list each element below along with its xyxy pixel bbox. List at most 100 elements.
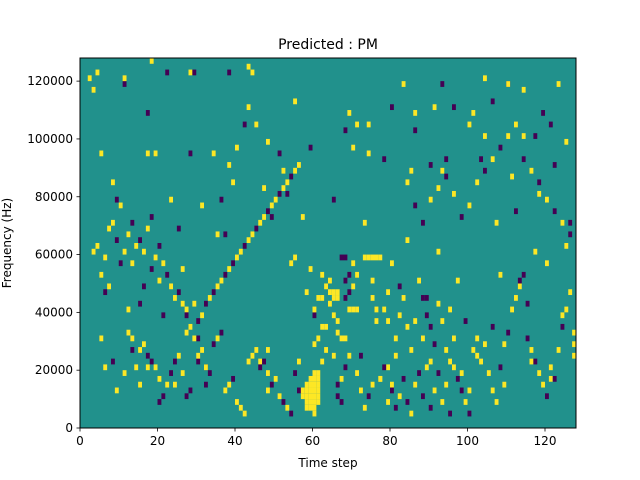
heatmap-cell-high	[223, 387, 228, 394]
heatmap-cell-high	[444, 347, 449, 353]
y-axis-label: Frequency (Hz)	[0, 198, 14, 289]
heatmap-cell-high	[467, 387, 472, 394]
heatmap-cell-low	[335, 393, 340, 400]
heatmap-cell-high	[200, 312, 205, 319]
heatmap-cell-low	[130, 219, 135, 226]
heatmap-cell-low	[114, 237, 119, 243]
heatmap-cell-high	[339, 335, 344, 342]
heatmap-cell-low	[312, 312, 317, 319]
x-tick-label: 40	[227, 434, 242, 448]
heatmap-cell-high	[405, 179, 410, 186]
heatmap-cell-high	[169, 283, 174, 290]
heatmap-cell-high	[386, 399, 391, 405]
heatmap-cell-low	[421, 393, 425, 400]
heatmap-cell-low	[165, 69, 170, 76]
heatmap-cell-high	[285, 179, 290, 186]
heatmap-cell-low	[560, 323, 565, 330]
heatmap-cell-high	[188, 69, 193, 76]
heatmap-cell-low	[479, 156, 484, 163]
heatmap-cell-high	[335, 318, 340, 324]
heatmap-cell-low	[459, 387, 464, 394]
heatmap-cell-high	[514, 121, 518, 128]
heatmap-cell-high	[328, 300, 332, 307]
heatmap-cell-low	[204, 381, 208, 388]
heatmap-cell-high	[405, 237, 410, 243]
heatmap-cell-high	[355, 121, 360, 128]
heatmap-cell-low	[444, 156, 449, 163]
heatmap-cell-high	[312, 381, 317, 388]
heatmap-cell-low	[401, 375, 406, 382]
heatmap-cell-high	[568, 289, 573, 296]
heatmap-cell-high	[409, 167, 414, 174]
heatmap-cell-high	[339, 375, 344, 382]
heatmap-cell-low	[173, 358, 177, 365]
heatmap-cell-low	[382, 156, 387, 163]
heatmap-cell-high	[335, 289, 340, 296]
heatmap-cell-low	[211, 289, 216, 296]
heatmap-cell-low	[285, 190, 290, 197]
heatmap-cell-low	[184, 393, 189, 400]
heatmap-cell-high	[254, 347, 259, 353]
heatmap-cell-low	[176, 225, 181, 232]
heatmap-cell-low	[552, 162, 557, 168]
heatmap-cell-high	[126, 329, 131, 336]
heatmap-cell-low	[382, 364, 387, 371]
heatmap-cell-high	[324, 347, 329, 353]
heatmap-cell-high	[386, 318, 391, 324]
heatmap-cell-high	[289, 260, 294, 267]
heatmap-cell-low	[157, 243, 162, 249]
heatmap-cell-low	[552, 208, 557, 215]
heatmap-cell-high	[428, 196, 433, 203]
heatmap-cell-high	[393, 335, 398, 342]
heatmap-cell-high	[207, 295, 212, 301]
heatmap-cell-high	[459, 370, 464, 376]
heatmap-cell-low	[242, 121, 247, 128]
heatmap-cell-high	[502, 341, 507, 348]
heatmap-cell-high	[103, 254, 108, 261]
heatmap-cell-high	[483, 75, 487, 82]
heatmap-cell-low	[498, 144, 503, 151]
heatmap-cell-high	[130, 335, 135, 342]
heatmap-cell-high	[114, 387, 119, 394]
heatmap-cell-high	[347, 352, 352, 359]
heatmap-cell-high	[471, 347, 476, 353]
heatmap-cell-low	[521, 156, 526, 163]
heatmap-cell-high	[180, 266, 185, 272]
heatmap-cell-low	[188, 150, 193, 157]
heatmap-cell-low	[169, 370, 174, 376]
heatmap-cell-high	[231, 179, 236, 186]
heatmap-cell-high	[192, 335, 197, 342]
heatmap-cell-high	[351, 306, 356, 313]
heatmap-cell-high	[506, 81, 511, 87]
y-tick-label: 80000	[35, 190, 73, 204]
heatmap-cell-low	[223, 231, 228, 238]
heatmap-cell-high	[173, 295, 177, 301]
heatmap-cell-high	[502, 381, 507, 388]
heatmap-cell-high	[99, 150, 104, 157]
heatmap-cell-high	[366, 150, 371, 157]
heatmap-cell-low	[227, 69, 232, 76]
heatmap-cell-low	[335, 381, 340, 388]
heatmap-cell-high	[382, 306, 387, 313]
heatmap-cell-high	[308, 375, 313, 382]
heatmap-cell-high	[475, 179, 480, 186]
heatmap-cell-high	[246, 104, 251, 111]
heatmap-cell-high	[510, 173, 515, 180]
heatmap-cell-high	[556, 81, 561, 87]
heatmap-cell-high	[471, 110, 476, 116]
heatmap-cell-high	[250, 69, 255, 76]
heatmap-cell-low	[281, 399, 286, 405]
heatmap-cell-high	[262, 214, 267, 220]
heatmap-cell-high	[560, 312, 565, 319]
heatmap-cell-high	[401, 295, 406, 301]
heatmap-cell-high	[192, 300, 197, 307]
heatmap-cell-low	[242, 243, 247, 249]
heatmap-cell-low	[417, 370, 422, 376]
y-tick-label: 120000	[27, 74, 73, 88]
heatmap-cell-high	[95, 69, 100, 76]
heatmap-cell-high	[122, 75, 127, 82]
heatmap-cell-high	[145, 150, 150, 157]
heatmap-cell-low	[262, 358, 267, 365]
heatmap-cell-low	[184, 312, 189, 319]
heatmap-cell-high	[355, 271, 360, 278]
